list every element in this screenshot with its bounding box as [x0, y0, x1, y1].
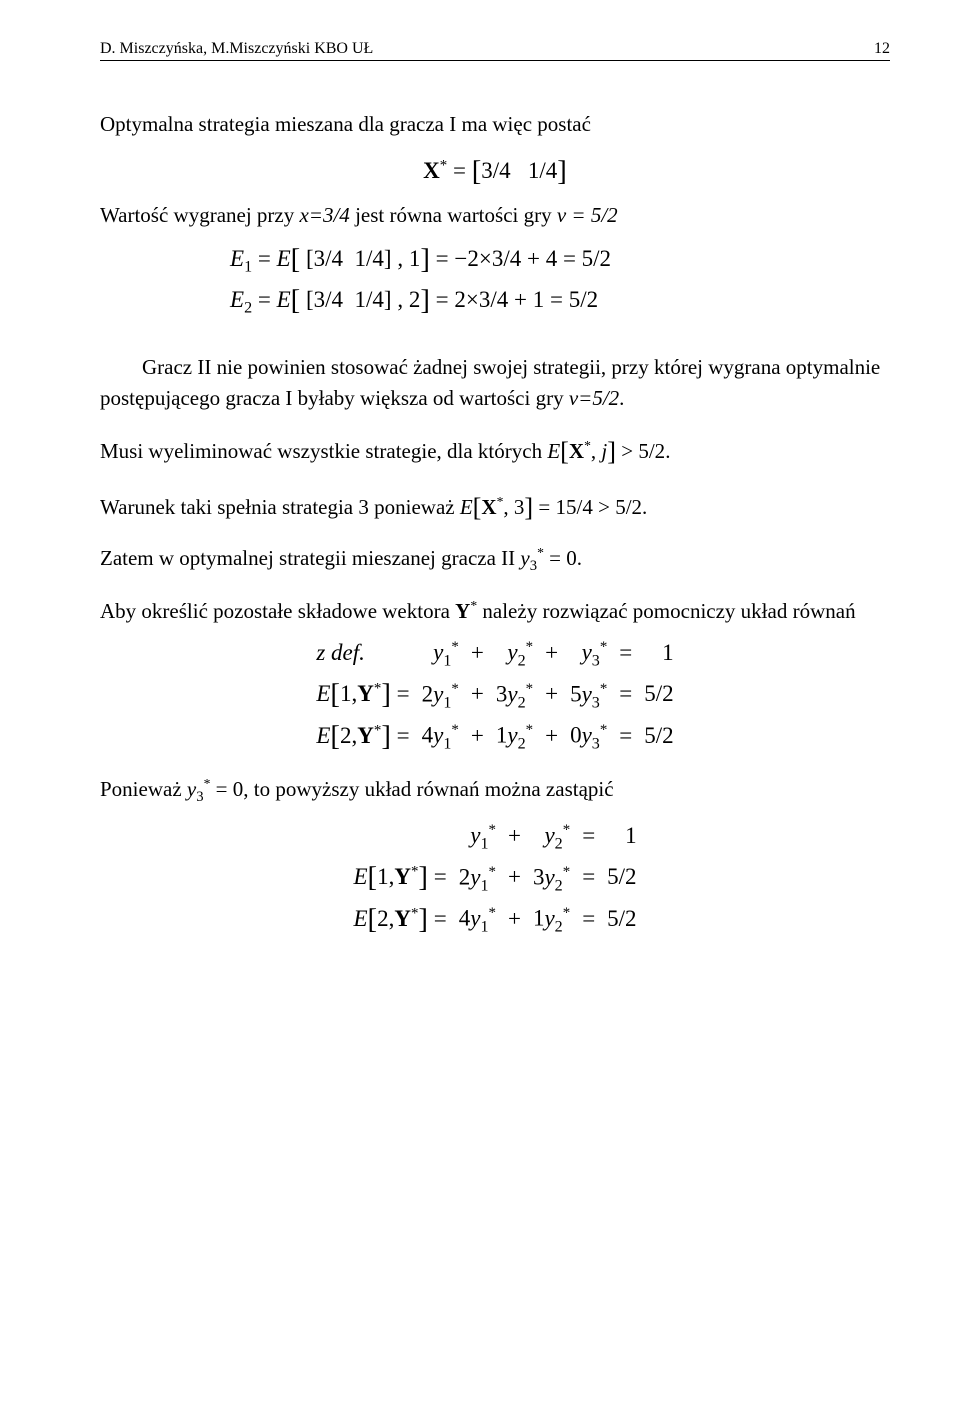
p4-text: Musi wyeliminować wszystkie strategie, d… [100, 439, 547, 463]
p3-end: . [619, 386, 624, 410]
equation-exj: E[X*, j] > 5/2 [547, 439, 665, 463]
p2-text-c: jest równa wartości gry [350, 203, 557, 227]
equation-system-1: z def. y1* + y2* + y3* = 1 E[1,Y*] = 2y1… [310, 636, 679, 756]
equation-ex3: E[X*, 3] = 15/4 > 5/2 [460, 495, 642, 519]
p2-v: v = 5/2 [557, 203, 618, 227]
p7-text-a: Aby określić pozostałe składowe wektora [100, 599, 455, 623]
p3-text: Gracz II nie powinien stosować żadnej sw… [100, 355, 880, 409]
equation-e1: E1 = E[ [3/4 1/4] , 1] = −2×3/4 + 4 = 5/… [230, 241, 890, 277]
paragraph-5: Warunek taki spełnia strategia 3 poniewa… [100, 487, 890, 525]
p8-text-a: Ponieważ [100, 777, 187, 801]
equation-y3zero-b: y3* = 0 [187, 777, 243, 801]
p3-v: v=5/2 [569, 386, 619, 410]
p7-text-b: należy rozwiązać pomocniczy układ równań [477, 599, 855, 623]
p2-x: x=3/4 [299, 203, 349, 227]
p2-text-a: Wartość wygranej przy [100, 203, 299, 227]
paragraph-8: Ponieważ y3* = 0, to powyższy układ równ… [100, 774, 890, 809]
p5-end: . [642, 495, 647, 519]
paragraph-4: Musi wyeliminować wszystkie strategie, d… [100, 431, 890, 469]
p8-text-b: , to powyższy układ równań można zastąpi… [243, 777, 613, 801]
page-header: D. Miszczyńska, M.Miszczyński KBO UŁ 12 [100, 40, 890, 61]
p6-text: Zatem w optymalnej strategii mieszanej g… [100, 546, 520, 570]
equation-ystar: Y* [455, 599, 477, 623]
equation-y3zero: y3* = 0 [520, 546, 576, 570]
page: D. Miszczyńska, M.Miszczyński KBO UŁ 12 … [0, 0, 960, 1420]
header-page-number: 12 [874, 40, 890, 58]
p6-end: . [577, 546, 582, 570]
equation-e2: E2 = E[ [3/4 1/4] , 2] = 2×3/4 + 1 = 5/2 [230, 282, 890, 318]
p4-end: . [665, 439, 670, 463]
equation-xstar: X* = [3/4 1/4] [100, 153, 890, 186]
equation-e1e2: E1 = E[ [3/4 1/4] , 1] = −2×3/4 + 4 = 5/… [230, 241, 890, 318]
paragraph-2: Wartość wygranej przy x=3/4 jest równa w… [100, 200, 890, 230]
header-left: D. Miszczyńska, M.Miszczyński KBO UŁ [100, 40, 373, 58]
paragraph-3: Gracz II nie powinien stosować żadnej sw… [100, 352, 890, 413]
paragraph-6: Zatem w optymalnej strategii mieszanej g… [100, 543, 890, 578]
paragraph-1: Optymalna strategia mieszana dla gracza … [100, 109, 890, 139]
equation-system-2: y1* + y2* = 1 E[1,Y*] = 2y1* + 3y2* = 5/… [347, 819, 642, 939]
p5-text: Warunek taki spełnia strategia 3 poniewa… [100, 495, 460, 519]
paragraph-7: Aby określić pozostałe składowe wektora … [100, 596, 890, 626]
